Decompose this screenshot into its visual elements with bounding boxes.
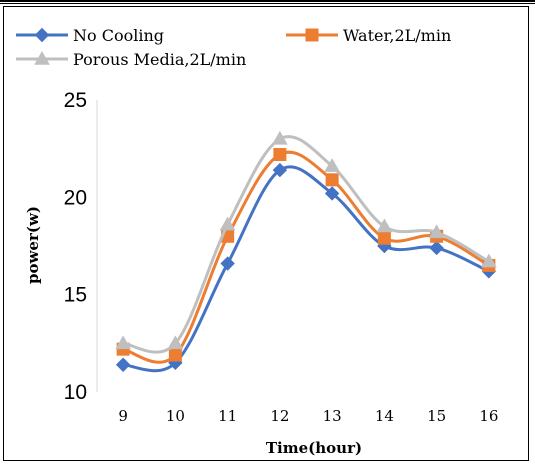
legend-marker-square — [305, 28, 319, 42]
x-tick-label: 15 — [427, 407, 446, 425]
y-axis-title: power(w) — [24, 206, 42, 284]
data-point-square — [325, 173, 339, 187]
data-point-triangle — [272, 130, 288, 145]
series-line — [122, 135, 490, 354]
data-point-triangle — [115, 335, 131, 350]
data-point-diamond — [220, 256, 235, 271]
data-point-triangle — [481, 253, 497, 268]
data-point-square — [273, 148, 287, 162]
x-tick-label: 14 — [375, 407, 394, 425]
data-point-triangle — [219, 216, 236, 231]
y-tick-label: 15 — [64, 284, 87, 307]
data-point-diamond — [429, 240, 444, 256]
x-tick-label: 11 — [218, 407, 237, 425]
y-tick-label: 20 — [64, 186, 87, 209]
data-point-triangle — [376, 218, 393, 233]
y-tick-label: 10 — [64, 381, 87, 404]
data-point-triangle — [167, 335, 184, 350]
axes: 10 15 20 25 9 10 11 12 13 14 15 16 — [64, 89, 499, 425]
legend-marker-triangle — [34, 50, 50, 65]
legend-item: Porous Media,2L/min — [16, 50, 246, 69]
legend-label: Porous Media,2L/min — [73, 50, 246, 69]
legend-item: No Cooling — [16, 26, 164, 45]
top-rule — [0, 0, 535, 4]
data-point-square — [377, 231, 391, 245]
y-tick-label: 25 — [64, 89, 87, 112]
x-tick-label: 9 — [118, 407, 128, 425]
data-point-diamond — [324, 186, 340, 201]
data-point-diamond — [115, 357, 131, 372]
legend-label: Water,2L/min — [343, 26, 451, 45]
series-line — [122, 150, 490, 364]
data-point-triangle — [428, 224, 445, 239]
x-tick-label: 13 — [323, 407, 342, 425]
series-3 — [115, 130, 497, 354]
data-point-triangle — [324, 158, 340, 172]
data-point-square — [168, 348, 182, 362]
x-tick-label: 12 — [270, 407, 289, 425]
x-tick-label: 10 — [166, 407, 185, 425]
series-2 — [116, 148, 496, 364]
x-axis-title: Time(hour) — [266, 439, 362, 457]
legend-label: No Cooling — [73, 26, 164, 45]
data-point-diamond — [272, 162, 288, 178]
legend: No Cooling Water,2L/min Porous Media,2L/mi… — [16, 26, 451, 69]
legend-marker-diamond — [34, 27, 50, 43]
series-line — [122, 165, 490, 373]
legend-item: Water,2L/min — [286, 26, 451, 45]
series-group — [115, 130, 497, 373]
x-tick-label: 16 — [479, 407, 498, 425]
